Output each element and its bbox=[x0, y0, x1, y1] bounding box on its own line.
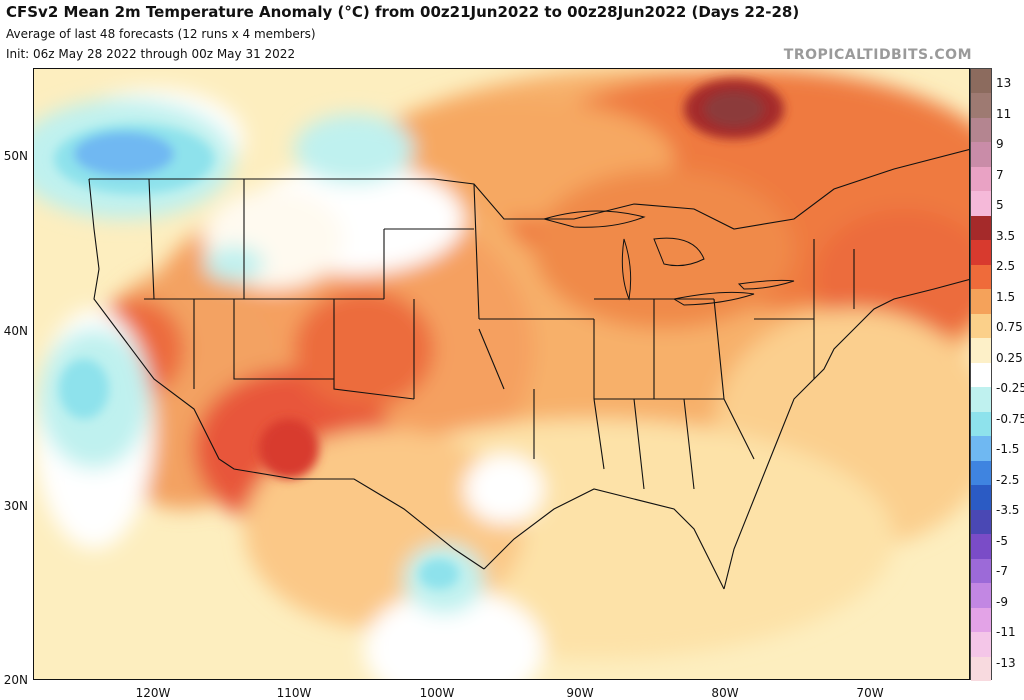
brand-watermark: TROPICALTIDBITS.COM bbox=[783, 47, 972, 63]
colorbar-label: 11 bbox=[996, 106, 1012, 121]
colorbar-label: -2.5 bbox=[996, 472, 1020, 487]
colorbar bbox=[970, 68, 992, 682]
colorbar-swatch bbox=[971, 583, 991, 609]
colorbar-label: 5 bbox=[996, 198, 1004, 213]
lon-label-80w: 80W bbox=[711, 686, 739, 700]
lat-label-30n: 30N bbox=[3, 499, 28, 513]
colorbar-swatch bbox=[971, 93, 991, 119]
colorbar-label: 0.25 bbox=[996, 350, 1023, 365]
lon-label-110w: 110W bbox=[276, 686, 312, 700]
colorbar-swatch bbox=[971, 362, 991, 388]
colorbar-label: -9 bbox=[996, 594, 1008, 609]
colorbar-swatch bbox=[971, 191, 991, 217]
colorbar-swatch bbox=[971, 264, 991, 290]
colorbar-swatch bbox=[971, 142, 991, 168]
anomaly-map bbox=[33, 68, 970, 680]
map-canvas bbox=[34, 69, 969, 679]
colorbar-label: 1.5 bbox=[996, 289, 1016, 304]
colorbar-label: -11 bbox=[996, 625, 1016, 640]
chart-subtitle: Average of last 48 forecasts (12 runs x … bbox=[6, 27, 316, 41]
colorbar-swatch bbox=[971, 387, 991, 413]
colorbar-swatch bbox=[971, 289, 991, 315]
colorbar-label: 3.5 bbox=[996, 228, 1016, 243]
lon-label-70w: 70W bbox=[856, 686, 884, 700]
colorbar-swatch bbox=[971, 436, 991, 462]
colorbar-label: -1.5 bbox=[996, 442, 1020, 457]
init-info: Init: 06z May 28 2022 through 00z May 31… bbox=[6, 47, 296, 61]
chart-title: CFSv2 Mean 2m Temperature Anomaly (°C) f… bbox=[6, 3, 800, 21]
colorbar-swatch bbox=[971, 338, 991, 364]
colorbar-swatch bbox=[971, 117, 991, 143]
lon-label-90w: 90W bbox=[566, 686, 594, 700]
colorbar-swatch bbox=[971, 632, 991, 657]
colorbar-swatch bbox=[971, 460, 991, 486]
colorbar-swatch bbox=[971, 166, 991, 192]
colorbar-swatch bbox=[971, 69, 991, 94]
lat-label-20n: 20N bbox=[3, 673, 28, 687]
colorbar-label: -5 bbox=[996, 533, 1008, 548]
colorbar-label: -0.75 bbox=[996, 411, 1024, 426]
colorbar-label: 7 bbox=[996, 167, 1004, 182]
colorbar-swatch bbox=[971, 558, 991, 584]
colorbar-label: 2.5 bbox=[996, 259, 1016, 274]
colorbar-swatch bbox=[971, 534, 991, 560]
colorbar-label: 9 bbox=[996, 137, 1004, 152]
colorbar-swatch bbox=[971, 240, 991, 266]
colorbar-swatch bbox=[971, 485, 991, 511]
colorbar-label: 13 bbox=[996, 76, 1012, 90]
colorbar-label: -13 bbox=[996, 656, 1016, 670]
colorbar-label: 0.75 bbox=[996, 320, 1023, 335]
colorbar-label: -0.25 bbox=[996, 381, 1024, 396]
lat-label-40n: 40N bbox=[3, 324, 28, 338]
colorbar-swatch bbox=[971, 215, 991, 241]
colorbar-swatch bbox=[971, 509, 991, 535]
lon-label-120w: 120W bbox=[135, 686, 171, 700]
colorbar-label: -3.5 bbox=[996, 503, 1020, 518]
lat-label-50n: 50N bbox=[3, 149, 28, 163]
colorbar-swatch bbox=[971, 656, 991, 682]
colorbar-label: -7 bbox=[996, 564, 1008, 579]
lon-label-100w: 100W bbox=[419, 686, 455, 700]
colorbar-swatch bbox=[971, 411, 991, 437]
colorbar-swatch bbox=[971, 607, 991, 633]
colorbar-swatch bbox=[971, 313, 991, 339]
